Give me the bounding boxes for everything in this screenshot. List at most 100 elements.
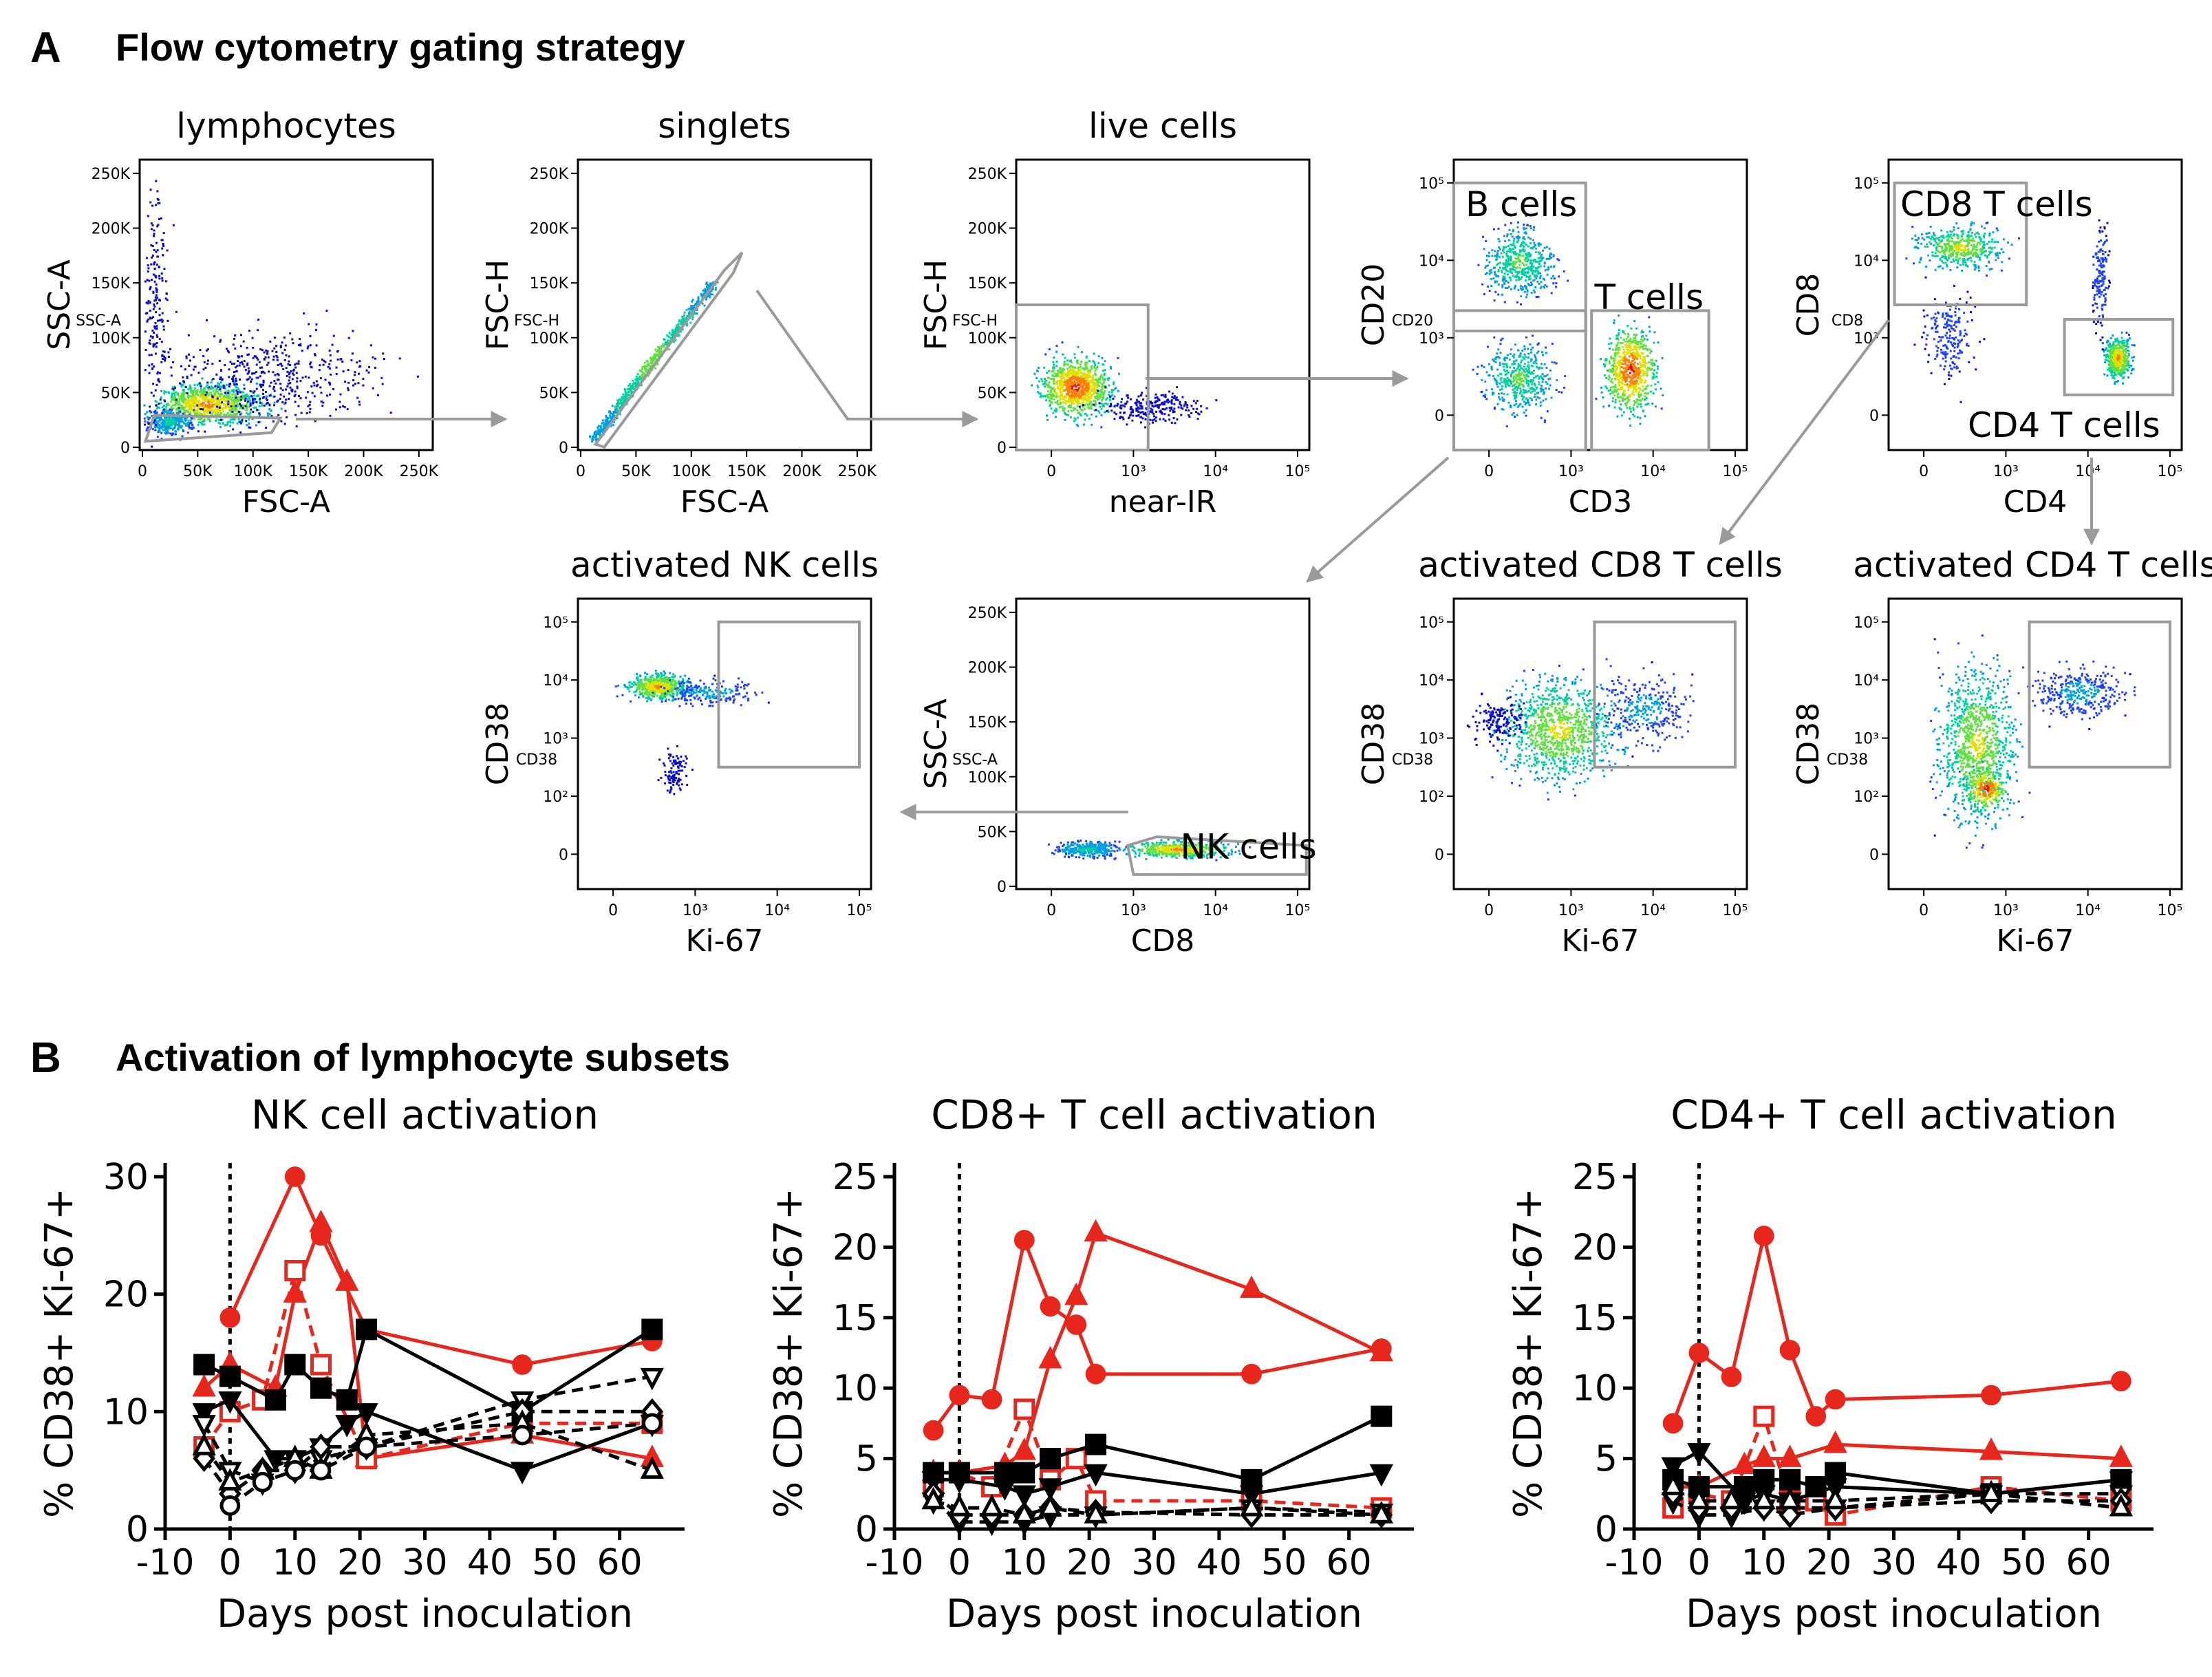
event-dot — [389, 412, 392, 414]
event-dot — [1611, 381, 1614, 384]
event-dot — [192, 394, 194, 396]
event-dot — [199, 416, 202, 419]
event-dot — [281, 389, 284, 392]
event-dot — [219, 341, 222, 343]
y-axis-sublabel: SSC-A — [76, 312, 121, 330]
event-dot — [1086, 370, 1088, 373]
event-dot — [197, 421, 200, 424]
event-dot — [176, 407, 179, 409]
event-dot — [149, 201, 152, 204]
event-dot — [1095, 367, 1098, 370]
event-dot — [192, 426, 195, 429]
event-dot — [185, 356, 188, 359]
event-dot — [1054, 391, 1057, 394]
event-dot — [1103, 405, 1105, 407]
event-dot — [239, 398, 242, 401]
event-dot — [273, 404, 276, 407]
event-dot — [154, 429, 157, 431]
event-dot — [191, 392, 193, 394]
event-dot — [330, 373, 332, 376]
event-dot — [1509, 381, 1512, 383]
event-dot — [182, 430, 185, 433]
event-dot — [182, 376, 184, 378]
event-dot — [1093, 381, 1095, 384]
event-dot — [1082, 376, 1084, 378]
event-dot — [265, 397, 268, 400]
event-dot — [172, 404, 175, 407]
event-dot — [209, 398, 211, 401]
event-dot — [1498, 240, 1501, 243]
event-dot — [237, 418, 240, 420]
event-dot — [1157, 397, 1159, 400]
event-dot — [1093, 366, 1095, 369]
event-dot — [1494, 358, 1496, 360]
event-dot — [178, 417, 181, 420]
event-dot — [1633, 320, 1636, 323]
event-dot — [1073, 398, 1075, 401]
event-dot — [167, 424, 170, 427]
event-dot — [1504, 287, 1507, 290]
event-dot — [1519, 352, 1522, 355]
event-dot — [150, 392, 153, 394]
event-dot — [1062, 405, 1064, 408]
event-dot — [216, 414, 219, 416]
event-dot — [342, 405, 345, 407]
event-dot — [1492, 358, 1494, 361]
event-dot — [1519, 244, 1522, 246]
event-dot — [1503, 278, 1506, 281]
event-dot — [1545, 246, 1548, 248]
event-dot — [1069, 406, 1072, 409]
event-dot — [221, 400, 224, 403]
event-dot — [1644, 379, 1646, 382]
event-dot — [288, 392, 290, 395]
event-dot — [1540, 259, 1543, 261]
event-dot — [1551, 275, 1554, 277]
event-dot — [1530, 398, 1533, 400]
event-dot — [1558, 259, 1560, 261]
event-dot — [703, 292, 706, 295]
event-dot — [347, 387, 350, 389]
gate-polygon — [593, 251, 744, 449]
event-dot — [1488, 290, 1491, 292]
event-dot — [1538, 242, 1540, 245]
event-dot — [158, 275, 160, 277]
event-dot — [1048, 376, 1051, 379]
event-dot — [1506, 393, 1509, 396]
event-dot — [1093, 352, 1095, 355]
event-dot — [678, 334, 680, 337]
event-dot — [326, 394, 328, 397]
x-tick-label: 50K — [183, 463, 213, 480]
event-dot — [1512, 381, 1515, 383]
event-dot — [1176, 386, 1179, 389]
event-dot — [169, 432, 172, 435]
event-dot — [1611, 364, 1613, 367]
event-dot — [1627, 389, 1630, 392]
event-dot — [315, 323, 318, 325]
event-dot — [632, 383, 634, 385]
event-dot — [181, 406, 184, 409]
event-dot — [160, 396, 162, 398]
event-dot — [1063, 379, 1066, 382]
event-dot — [1088, 402, 1091, 405]
event-dot — [1651, 359, 1653, 361]
event-dot — [261, 396, 264, 399]
event-dot — [1496, 249, 1499, 252]
event-dot — [294, 390, 297, 393]
event-dot — [1053, 379, 1055, 382]
event-dot — [232, 421, 235, 424]
event-dot — [1080, 361, 1082, 363]
event-dot — [601, 431, 604, 433]
event-dot — [1140, 416, 1143, 418]
event-dot — [1079, 365, 1082, 368]
event-dot — [171, 409, 173, 412]
event-dot — [266, 412, 269, 415]
event-dot — [171, 386, 174, 389]
event-dot — [1205, 407, 1208, 409]
event-dot — [250, 395, 253, 398]
event-dot — [319, 364, 321, 367]
event-dot — [1506, 354, 1509, 356]
event-dot — [1042, 395, 1044, 398]
event-dot — [146, 279, 149, 281]
event-dot — [1505, 268, 1507, 271]
event-dot — [1087, 376, 1090, 378]
